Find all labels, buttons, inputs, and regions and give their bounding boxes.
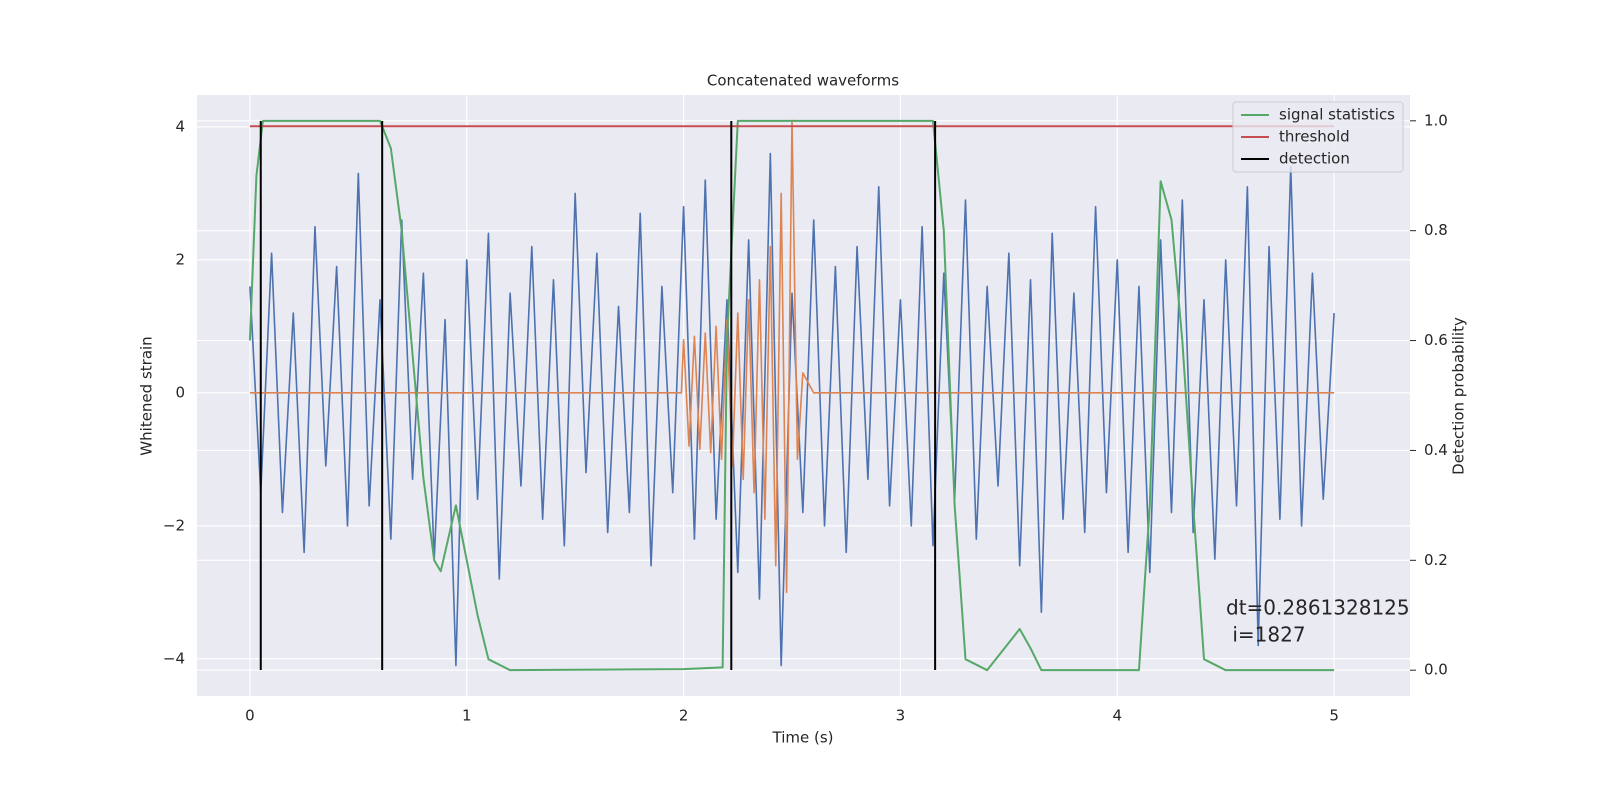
y-tick-label: −2 (163, 516, 185, 534)
y2-tick-label: 0.8 (1424, 221, 1448, 239)
y-tick-label: −4 (163, 649, 185, 667)
y2-axis-label: Detection probability (1450, 317, 1468, 475)
waveform-line (249, 152, 1335, 667)
series-line (248, 119, 1335, 672)
x-tick-label: 1 (462, 707, 472, 725)
legend-box (1232, 101, 1404, 173)
y2-tick-label: 1.0 (1424, 111, 1448, 129)
x-tick-label: 3 (896, 707, 906, 725)
annotation: i=1827 (1226, 623, 1306, 647)
legend-label: detection (1279, 150, 1350, 168)
chart-title: Concatenated waveforms (707, 72, 899, 90)
waveform-line (249, 119, 1335, 594)
y2-tick-label: 0.6 (1424, 331, 1448, 349)
y2-tick-label: 0.0 (1424, 661, 1448, 679)
x-tick-label: 4 (1112, 707, 1122, 725)
x-tick-label: 0 (245, 707, 255, 725)
y2-tick-label: 0.2 (1424, 551, 1448, 569)
x-axis-label: Time (s) (772, 729, 834, 747)
x-tick-label: 5 (1329, 707, 1339, 725)
legend-label: threshold (1279, 128, 1350, 146)
y-tick-label: 0 (175, 383, 185, 401)
y-tick-label: 4 (175, 117, 185, 135)
y2-tick-label: 0.4 (1424, 441, 1448, 459)
y-axis-label: Whitened strain (138, 336, 156, 455)
x-tick-label: 2 (679, 707, 689, 725)
annotation: dt=0.2861328125 (1226, 596, 1410, 620)
y-tick-label: 2 (175, 250, 185, 268)
legend-label: signal statistics (1279, 106, 1395, 124)
